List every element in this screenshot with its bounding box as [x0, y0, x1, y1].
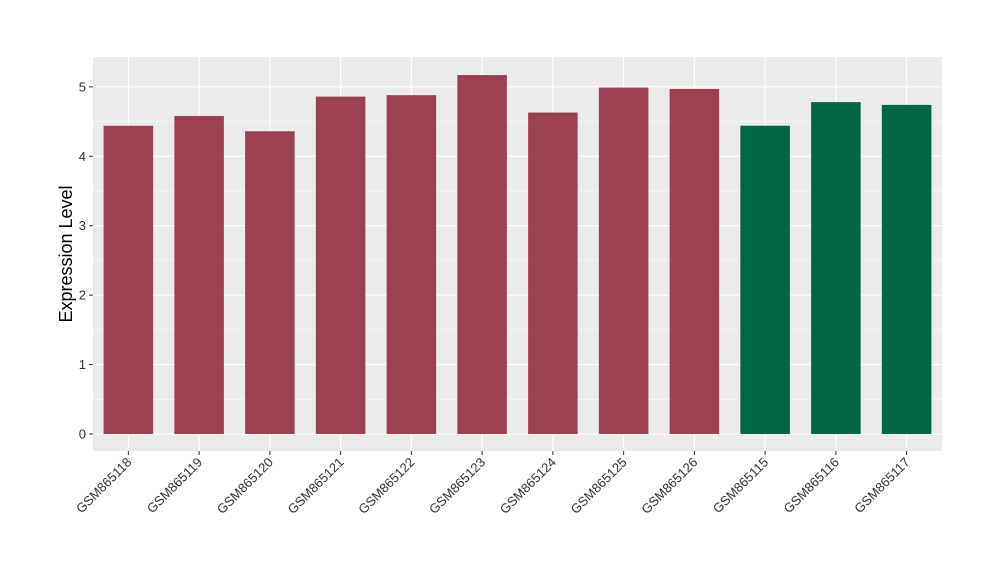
bar-GSM865115 — [740, 125, 790, 434]
x-tick-label: GSM865118 — [73, 455, 135, 517]
bar-GSM865116 — [811, 102, 861, 434]
bar-GSM865117 — [881, 104, 932, 434]
bar-GSM865119 — [174, 116, 224, 434]
y-tick-label: 1 — [79, 357, 86, 372]
x-tick-label: GSM865116 — [780, 455, 842, 517]
x-tick-label: GSM865115 — [710, 455, 772, 517]
bar-GSM865123 — [457, 75, 507, 434]
x-tick-label: GSM865124 — [497, 455, 559, 517]
x-tick-label: GSM865126 — [638, 455, 700, 517]
bar-GSM865126 — [669, 88, 720, 434]
y-tick-label: 0 — [79, 426, 86, 441]
x-tick-label: GSM865122 — [355, 455, 417, 517]
bar-GSM865125 — [598, 87, 649, 434]
bar-GSM865121 — [315, 96, 366, 434]
bar-GSM865120 — [245, 131, 295, 434]
bar-GSM865124 — [528, 112, 578, 434]
plot-panel — [93, 57, 942, 451]
x-tick-label: GSM865119 — [144, 455, 206, 517]
y-tick-label: 3 — [79, 218, 86, 233]
bar-GSM865118 — [103, 125, 154, 434]
y-tick-label: 5 — [79, 79, 86, 94]
bar-GSM865122 — [386, 95, 437, 434]
x-tick-label: GSM865125 — [568, 455, 630, 517]
x-tick-label: GSM865117 — [851, 455, 913, 517]
x-tick-label: GSM865121 — [285, 455, 347, 517]
y-tick-label: 4 — [79, 149, 86, 164]
y-axis-title: Expression Level — [56, 185, 76, 322]
x-tick-label: GSM865123 — [426, 455, 488, 517]
y-tick-label: 2 — [79, 288, 86, 303]
x-tick-label: GSM865120 — [214, 455, 276, 517]
